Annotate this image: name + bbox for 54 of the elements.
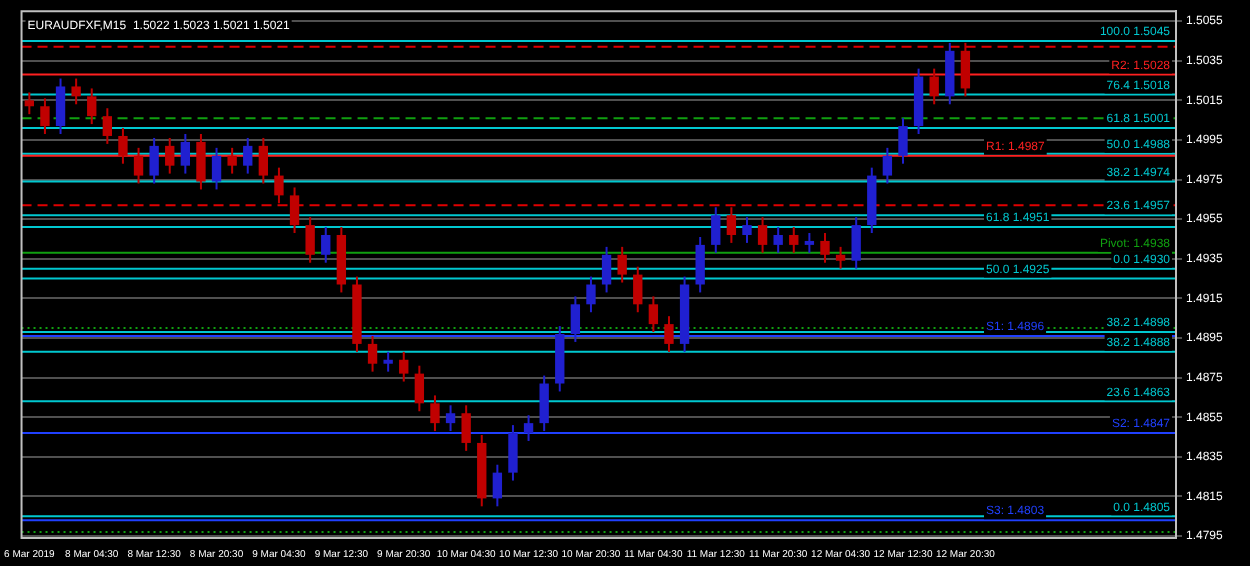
candlestick xyxy=(804,232,815,254)
candlestick xyxy=(289,186,300,235)
candlestick xyxy=(461,404,471,452)
candlestick xyxy=(243,136,253,175)
candlestick xyxy=(586,275,596,314)
candlestick xyxy=(570,295,581,343)
candlestick xyxy=(71,77,81,106)
candlestick xyxy=(601,245,612,294)
candlestick xyxy=(492,463,503,508)
candlestick xyxy=(664,315,674,353)
candlestick xyxy=(133,146,144,185)
candlestick xyxy=(87,87,97,126)
candlestick xyxy=(773,226,783,254)
candlestick xyxy=(633,265,643,314)
candlestick xyxy=(648,295,659,334)
candlestick xyxy=(274,166,284,205)
candlestick xyxy=(898,117,908,165)
candlestick xyxy=(820,232,830,264)
candlestick xyxy=(40,97,50,135)
candlestick xyxy=(430,394,440,433)
candlestick xyxy=(118,127,128,165)
candlestick xyxy=(711,206,721,254)
candlestick xyxy=(835,245,846,270)
candlestick xyxy=(102,107,113,145)
candlestick xyxy=(55,77,66,135)
candlestick xyxy=(851,216,861,270)
candlestick xyxy=(539,374,549,433)
candlestick xyxy=(305,216,315,264)
candlestick xyxy=(399,350,409,383)
candlestick xyxy=(757,216,768,254)
candlestick xyxy=(149,136,159,185)
candlestick xyxy=(180,132,191,175)
candlestick xyxy=(196,132,206,191)
candlestick xyxy=(383,350,393,373)
candlestick xyxy=(508,424,518,482)
candlestick xyxy=(617,245,627,284)
candlestick xyxy=(211,146,222,191)
candlestick xyxy=(695,235,705,294)
candlestick xyxy=(882,146,893,185)
candlestick xyxy=(742,216,752,244)
candlestick xyxy=(227,146,237,175)
candlestick xyxy=(945,41,955,106)
candlestick xyxy=(165,136,175,175)
candlestick xyxy=(24,91,35,116)
candlestick xyxy=(523,414,534,442)
candlestick xyxy=(367,334,378,373)
candlestick xyxy=(726,206,737,244)
candlestick xyxy=(414,364,425,413)
candlestick xyxy=(929,67,939,106)
candlestick xyxy=(258,136,269,185)
candlestick xyxy=(445,404,456,433)
candlestick xyxy=(321,226,331,264)
candlestick xyxy=(789,226,799,254)
candlestick xyxy=(960,41,971,98)
